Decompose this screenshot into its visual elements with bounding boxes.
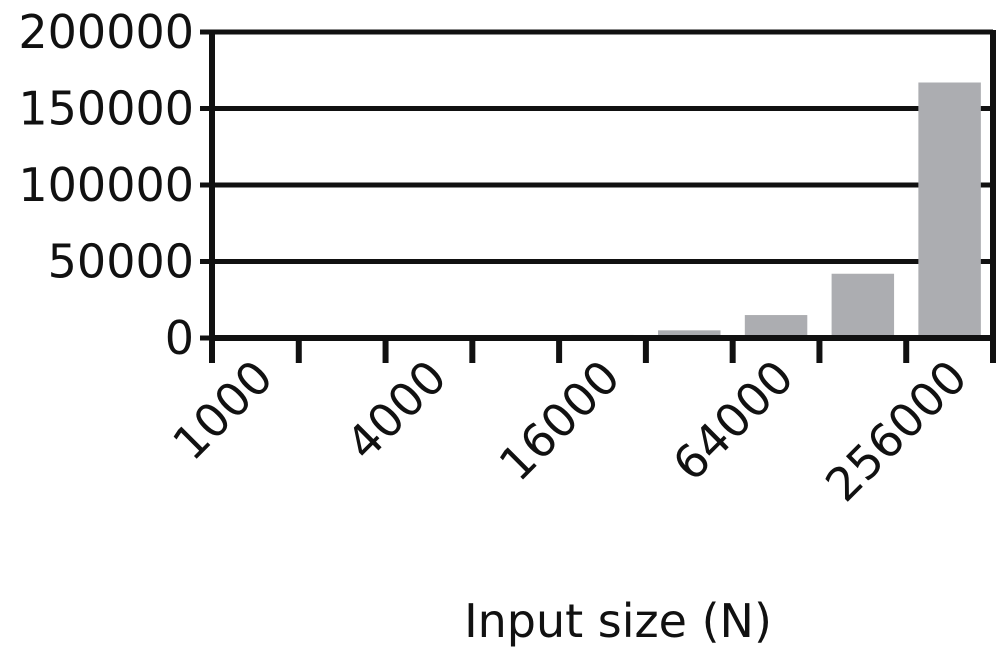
axes [200, 29, 996, 363]
x-tick-label-64000: 64000 [662, 350, 804, 492]
bars [571, 82, 981, 339]
x-tick-labels: 1000 4000 16000 64000 256000 [162, 350, 977, 512]
x-tick-label-16000: 16000 [489, 350, 631, 492]
bar-128000 [831, 273, 895, 338]
y-tick-label-1: 50000 [48, 235, 194, 289]
bar-256000 [918, 82, 981, 339]
bar-64000 [744, 315, 808, 338]
x-tick-label-256000: 256000 [815, 350, 977, 512]
y-tick-label-3: 150000 [18, 82, 194, 136]
y-tick-label-2: 100000 [18, 158, 194, 212]
x-tick-label-4000: 4000 [336, 350, 457, 471]
y-tick-label-0: 0 [165, 311, 194, 365]
x-axis-title: Input size (N) [464, 594, 772, 647]
y-tick-label-4: 200000 [18, 5, 194, 59]
y-tick-labels: 0 50000 100000 150000 200000 [18, 5, 194, 365]
x-tick-label-1000: 1000 [162, 350, 283, 471]
bar-32000 [658, 330, 721, 338]
